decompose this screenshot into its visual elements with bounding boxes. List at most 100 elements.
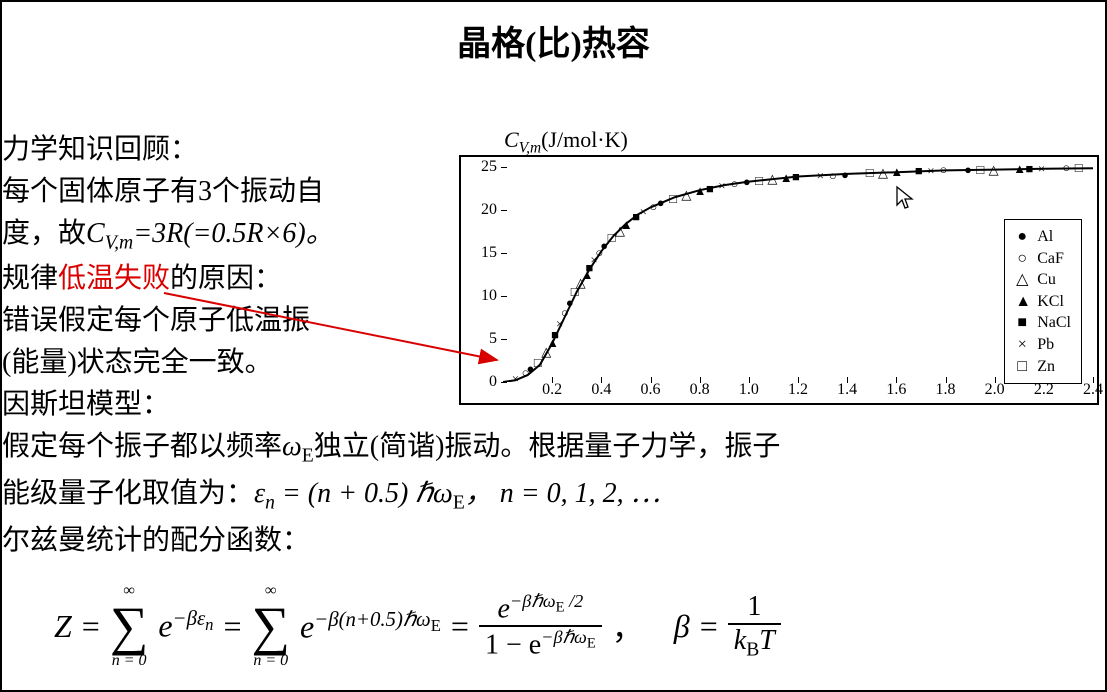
- text-line: 力学知识回顾：: [2, 129, 334, 171]
- chart-box: ×○●□△▲■×○●□△▲■×○●□△▲■×○●□△▲■×○●□△▲■×○●□△…: [459, 155, 1099, 405]
- text-frag: 独立(简谐)振动。根据量子力学，振子: [314, 431, 781, 462]
- x-tick-label: 1.4: [837, 381, 857, 399]
- data-point: □: [1075, 160, 1083, 176]
- x-tick-label: 0.6: [641, 381, 661, 399]
- data-point: △: [989, 162, 999, 178]
- eq-sign: =: [82, 608, 100, 645]
- data-point: ×: [640, 204, 647, 220]
- sum-bot: n = 0: [253, 653, 288, 669]
- x-tick-label: 0.8: [690, 381, 710, 399]
- data-point: ○: [829, 168, 837, 184]
- data-point: ●: [743, 174, 751, 190]
- var-e: e: [158, 608, 172, 644]
- text-frag: =3R(=0.5R×6)。: [133, 218, 334, 249]
- x-tick-label: 1.0: [739, 381, 759, 399]
- legend-symbol: ●: [1015, 226, 1029, 248]
- x-tick-label: 0.2: [542, 381, 562, 399]
- data-point: ×: [927, 163, 934, 179]
- y-tick-label: 20: [467, 201, 497, 219]
- eq-body: = (n + 0.5) ℏω: [275, 478, 453, 509]
- var-z: Z: [54, 608, 72, 645]
- sum-symbol: ∞ ∑ n = 0: [252, 583, 291, 669]
- legend-symbol: ■: [1015, 312, 1029, 334]
- page-title: 晶格(比)热容: [2, 2, 1105, 65]
- x-tick-mark: [700, 377, 701, 383]
- y-tick-mark: [501, 210, 507, 211]
- var-e: e: [300, 608, 314, 644]
- text-line: 能级量子化取值为：εn = (n + 0.5) ℏωE， n = 0, 1, 2…: [2, 472, 780, 519]
- eq-sign: =: [223, 608, 241, 645]
- data-point: ■: [1026, 161, 1034, 177]
- data-point: △: [681, 187, 691, 203]
- text-line: 度，故CV,m=3R(=0.5R×6)。: [2, 213, 334, 258]
- legend-label: Al: [1037, 226, 1053, 248]
- data-point: ×: [512, 371, 519, 387]
- exp-body: −βℏω: [541, 627, 587, 647]
- den-pre: 1 − e: [485, 629, 541, 660]
- x-tick-mark: [847, 377, 848, 383]
- y-tick-mark: [501, 296, 507, 297]
- data-point: ■: [792, 169, 800, 185]
- text-line: 每个固体原子有3个振动自: [2, 171, 334, 213]
- exp-term: e−βεn: [158, 607, 213, 645]
- x-tick-label: 1.6: [886, 381, 906, 399]
- frac-den: 1 − e−βℏωE: [479, 627, 602, 661]
- wide-text-block: 假定每个振子都以频率ωE独立(简谐)振动。根据量子力学，振子 能级量子化取值为：…: [2, 425, 780, 562]
- legend-item: ×Pb: [1015, 334, 1071, 356]
- data-point: ×: [817, 168, 824, 184]
- red-text: 低温失败: [58, 263, 170, 294]
- chart-ylabel: CV,m(J/mol·K): [504, 127, 628, 157]
- x-tick-mark: [601, 377, 602, 383]
- data-point: ●: [657, 195, 665, 211]
- x-tick-label: 2.0: [985, 381, 1005, 399]
- x-tick-mark: [995, 377, 996, 383]
- x-tick-mark: [651, 377, 652, 383]
- sub-e: E: [453, 493, 465, 514]
- x-tick-mark: [896, 377, 897, 383]
- x-tick-mark: [946, 377, 947, 383]
- data-point: △: [878, 165, 888, 181]
- data-point: □: [669, 191, 677, 207]
- data-point: ■: [915, 163, 923, 179]
- sigma-icon: ∑: [252, 599, 291, 653]
- y-tick-label: 0: [467, 373, 497, 391]
- exp-sub: E: [431, 616, 441, 635]
- y-tick-label: 10: [467, 287, 497, 305]
- exp-body: −β(n+0.5)ℏω: [314, 608, 431, 631]
- comma: ，: [612, 603, 644, 649]
- text-line: 规律低温失败的原因：: [2, 258, 334, 300]
- fraction: 1 kBT: [728, 591, 781, 662]
- legend-item: ■ NaCl: [1015, 312, 1071, 334]
- frac-num: e−βℏωE /2: [491, 591, 589, 625]
- data-point: ●: [964, 162, 972, 178]
- exp-sub: E: [587, 636, 596, 652]
- sub-b: B: [746, 639, 759, 660]
- y-tick-mark: [501, 253, 507, 254]
- data-point: △: [767, 171, 777, 187]
- legend-label: NaCl: [1037, 312, 1071, 334]
- data-point: ○: [940, 162, 948, 178]
- legend-symbol: ×: [1015, 334, 1029, 356]
- fraction: e−βℏωE /2 1 − e−βℏωE: [479, 591, 602, 662]
- exp-body: −βℏω: [510, 591, 556, 611]
- data-point: ×: [1038, 161, 1045, 177]
- ylabel-unit: (J/mol·K): [541, 127, 628, 152]
- var-omega: ω: [282, 431, 302, 462]
- data-point: □: [866, 165, 874, 181]
- var-t: T: [759, 625, 775, 656]
- eq-sign: =: [451, 608, 469, 645]
- x-tick-label: 1.2: [788, 381, 808, 399]
- data-point: ▲: [694, 183, 707, 199]
- sum-symbol: ∞ ∑ n = 0: [110, 583, 149, 669]
- data-point: ×: [718, 178, 725, 194]
- text-line: 因斯坦模型：: [2, 384, 334, 426]
- legend-item: ○CaF: [1015, 248, 1071, 270]
- legend-symbol: △: [1015, 269, 1029, 291]
- legend-item: ● Al: [1015, 226, 1071, 248]
- exp-body: −βε: [173, 607, 206, 630]
- text-frag: 的原因：: [170, 263, 282, 294]
- text-frag: 度，故: [2, 218, 86, 249]
- exp-sub: n: [205, 615, 213, 634]
- y-tick-mark: [501, 167, 507, 168]
- exp-sub: E: [556, 599, 565, 615]
